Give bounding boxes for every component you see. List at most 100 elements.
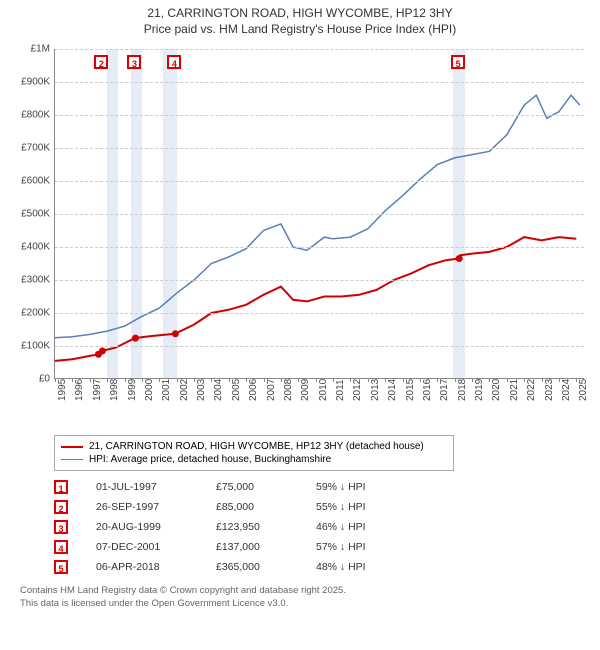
x-tick: [229, 378, 230, 382]
legend-label: 21, CARRINGTON ROAD, HIGH WYCOMBE, HP12 …: [89, 441, 424, 452]
x-axis-label: 2024: [561, 379, 572, 401]
x-axis-label: 2016: [422, 379, 433, 401]
x-axis-label: 2005: [231, 379, 242, 401]
x-tick: [507, 378, 508, 382]
x-tick: [90, 378, 91, 382]
cell-pct: 59% ↓ HPI: [316, 481, 436, 493]
x-tick: [403, 378, 404, 382]
x-axis-label: 1997: [92, 379, 103, 401]
footer-attribution: Contains HM Land Registry data © Crown c…: [20, 585, 582, 610]
x-axis-label: 2011: [335, 380, 346, 402]
gridline-h: [55, 115, 584, 116]
gridline-h: [55, 82, 584, 83]
cell-date: 26-SEP-1997: [96, 501, 216, 513]
gridline-h: [55, 346, 584, 347]
sale-point-icon: [99, 348, 106, 355]
x-tick: [55, 378, 56, 382]
x-axis-label: 2020: [491, 379, 502, 401]
legend: 21, CARRINGTON ROAD, HIGH WYCOMBE, HP12 …: [54, 435, 454, 471]
row-marker-icon: 2: [54, 500, 68, 514]
x-tick: [385, 378, 386, 382]
x-axis-label: 2008: [283, 379, 294, 401]
gridline-h: [55, 49, 584, 50]
cell-date: 20-AUG-1999: [96, 521, 216, 533]
x-tick: [107, 378, 108, 382]
y-axis-label: £0: [10, 374, 50, 385]
x-axis-label: 2010: [318, 379, 329, 401]
legend-item: 21, CARRINGTON ROAD, HIGH WYCOMBE, HP12 …: [61, 440, 447, 453]
cell-price: £75,000: [216, 481, 316, 493]
cell-pct: 57% ↓ HPI: [316, 541, 436, 553]
x-tick: [559, 378, 560, 382]
row-marker-icon: 1: [54, 480, 68, 494]
x-axis-label: 2015: [405, 379, 416, 401]
cell-price: £365,000: [216, 561, 316, 573]
sale-point-icon: [132, 335, 139, 342]
x-tick: [542, 378, 543, 382]
sale-marker-2: 2: [94, 55, 108, 69]
sales-table: 1 01-JUL-1997£75,00059% ↓ HPI 2 26-SEP-1997…: [54, 477, 590, 577]
legend-item: HPI: Average price, detached house, Buck…: [61, 453, 447, 466]
legend-label: HPI: Average price, detached house, Buck…: [89, 454, 331, 465]
chart-container: 21, CARRINGTON ROAD, HIGH WYCOMBE, HP12 …: [0, 0, 600, 650]
y-axis-label: £700K: [10, 143, 50, 154]
y-axis-label: £400K: [10, 242, 50, 253]
sale-point-icon: [172, 330, 179, 337]
title-line-1: 21, CARRINGTON ROAD, HIGH WYCOMBE, HP12 …: [147, 6, 452, 20]
sale-marker-4: 4: [167, 55, 181, 69]
x-tick: [368, 378, 369, 382]
cell-date: 01-JUL-1997: [96, 481, 216, 493]
sale-marker-5: 5: [451, 55, 465, 69]
footer-line-2: This data is licensed under the Open Gov…: [20, 598, 288, 609]
gridline-h: [55, 247, 584, 248]
x-axis-label: 2001: [161, 379, 172, 401]
table-row: 5 06-APR-2018£365,00048% ↓ HPI: [54, 557, 590, 577]
table-row: 407-DEC-2001£137,00057% ↓ HPI: [54, 537, 590, 557]
table-row: 320-AUG-1999£123,95046% ↓ HPI: [54, 517, 590, 537]
x-axis-label: 2019: [474, 379, 485, 401]
x-tick: [177, 378, 178, 382]
x-axis-label: 2000: [144, 379, 155, 401]
footer-line-1: Contains HM Land Registry data © Crown c…: [20, 585, 346, 596]
x-tick: [142, 378, 143, 382]
legend-swatch-icon: [61, 459, 83, 461]
cell-date: 06-APR-2018: [96, 561, 216, 573]
y-axis-label: £600K: [10, 176, 50, 187]
x-axis-label: 2012: [352, 379, 363, 401]
x-axis-label: 2003: [196, 379, 207, 401]
y-axis-label: £1M: [10, 44, 50, 55]
gridline-h: [55, 181, 584, 182]
x-tick: [281, 378, 282, 382]
cell-pct: 46% ↓ HPI: [316, 521, 436, 533]
x-tick: [472, 378, 473, 382]
title-line-2: Price paid vs. HM Land Registry's House …: [144, 22, 456, 36]
cell-price: £137,000: [216, 541, 316, 553]
x-tick: [455, 378, 456, 382]
x-axis-label: 1999: [127, 379, 138, 401]
series-line: [55, 95, 580, 338]
legend-swatch-icon: [61, 446, 83, 448]
row-marker-icon: 4: [54, 540, 68, 554]
gridline-h: [55, 280, 584, 281]
x-axis-label: 2021: [509, 379, 520, 401]
y-axis-label: £800K: [10, 110, 50, 121]
x-tick: [420, 378, 421, 382]
y-axis-label: £100K: [10, 341, 50, 352]
x-axis-label: 2014: [387, 379, 398, 401]
table-row: 226-SEP-1997£85,00055% ↓ HPI: [54, 497, 590, 517]
row-marker-icon: 5: [54, 560, 68, 574]
series-line: [55, 237, 576, 361]
x-tick: [246, 378, 247, 382]
chart-title: 21, CARRINGTON ROAD, HIGH WYCOMBE, HP12 …: [10, 6, 590, 37]
x-axis-label: 2007: [266, 379, 277, 401]
gridline-h: [55, 148, 584, 149]
y-axis-label: £500K: [10, 209, 50, 220]
x-axis-label: 2017: [439, 379, 450, 401]
cell-pct: 48% ↓ HPI: [316, 561, 436, 573]
cell-price: £123,950: [216, 521, 316, 533]
sale-point-icon: [456, 255, 463, 262]
x-axis-label: 1998: [109, 379, 120, 401]
chart-area: 2345 £0£100K£200K£300K£400K£500K£600K£70…: [10, 41, 590, 431]
cell-pct: 55% ↓ HPI: [316, 501, 436, 513]
y-axis-label: £900K: [10, 77, 50, 88]
